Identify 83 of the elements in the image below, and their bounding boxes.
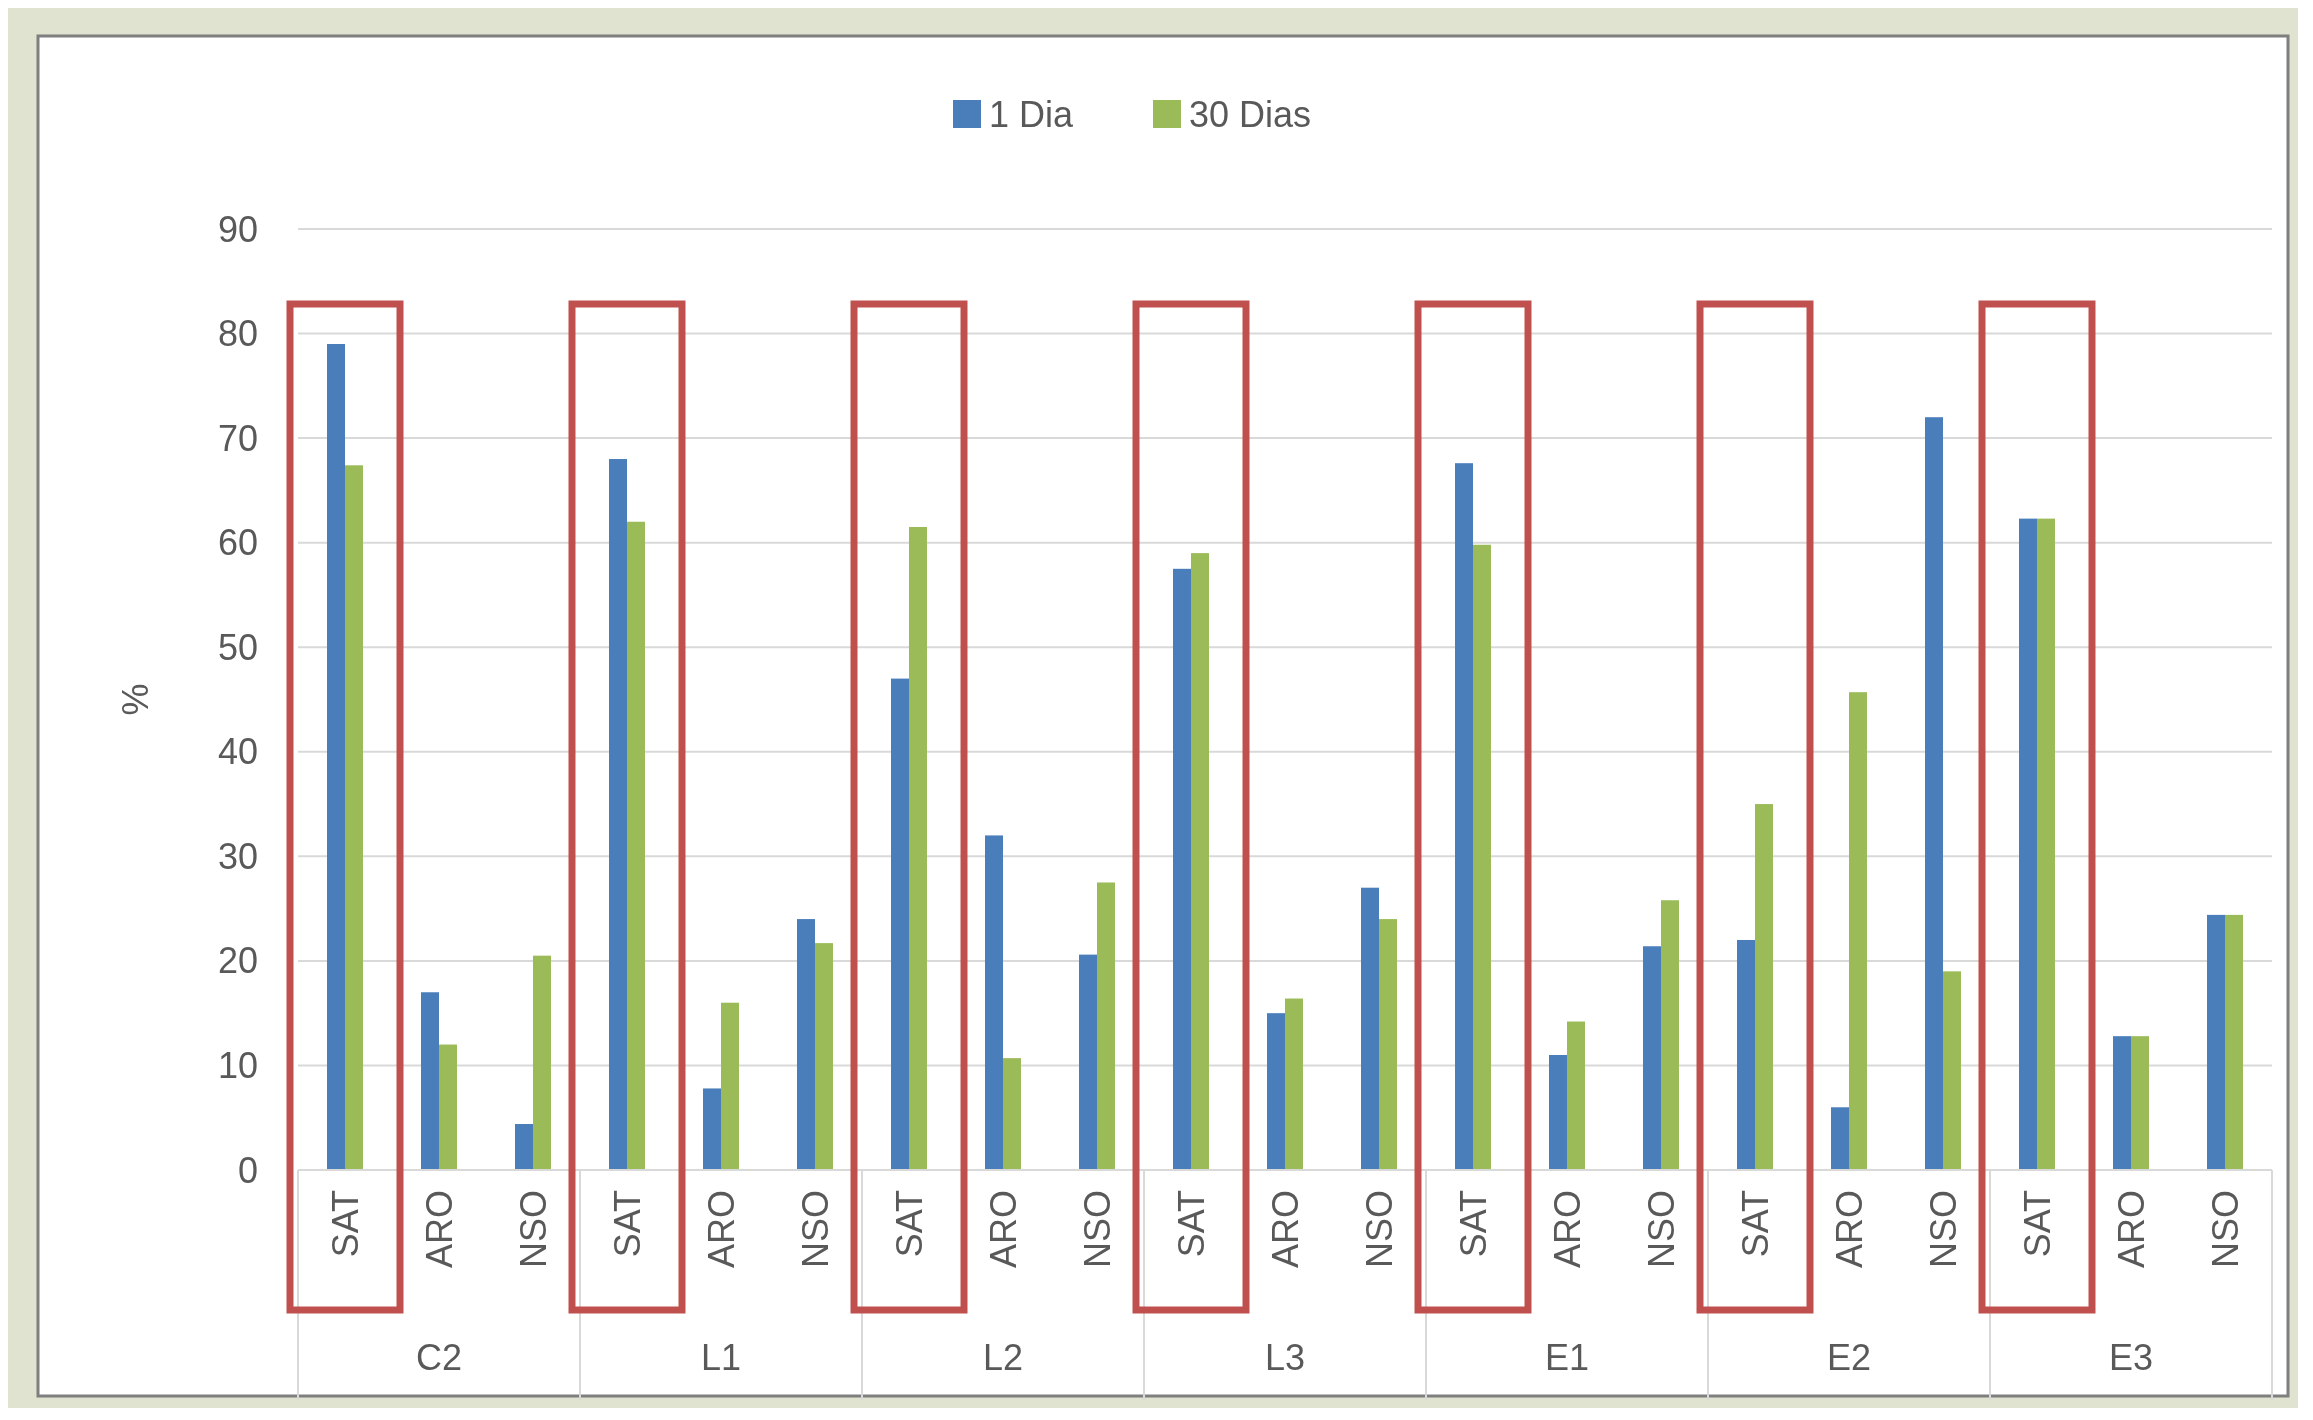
y-axis-title: % (115, 683, 156, 716)
bar (1943, 971, 1961, 1170)
bar (1097, 882, 1115, 1170)
x-tick-label: NSO (2204, 1190, 2246, 1269)
bar (1831, 1107, 1849, 1170)
bar (1925, 417, 1943, 1170)
text: L1 (700, 1337, 742, 1378)
bar (985, 835, 1003, 1170)
bar (515, 1124, 533, 1170)
bar (1661, 900, 1679, 1170)
text: L3 (1264, 1337, 1306, 1378)
bar (815, 943, 833, 1170)
bar (891, 678, 909, 1170)
bar (1173, 568, 1191, 1170)
bar (1379, 919, 1397, 1170)
bar (2113, 1036, 2131, 1170)
y-tick-label: 70 (217, 417, 258, 459)
x-tick-label: NSO (1076, 1190, 1118, 1269)
y-tick-label: 40 (217, 731, 258, 773)
bar (1361, 887, 1379, 1170)
x-tick-label: NSO (1922, 1190, 1964, 1269)
x-tick-label: ARO (418, 1190, 460, 1269)
text: E1 (1544, 1337, 1590, 1378)
bar (703, 1088, 721, 1170)
bar (1191, 553, 1209, 1170)
x-tick-label: NSO (794, 1190, 836, 1269)
bar (1567, 1021, 1585, 1170)
x-tick-label: ARO (1828, 1190, 1870, 1269)
bar (1003, 1058, 1021, 1170)
y-tick-label: 0 (237, 1149, 258, 1191)
bar (2207, 914, 2225, 1170)
bar (1079, 954, 1097, 1170)
x-tick-label: SAT (2016, 1189, 2058, 1258)
x-tick-label: SAT (324, 1189, 366, 1258)
y-tick-label: 20 (217, 940, 258, 982)
bar (1643, 946, 1661, 1170)
x-tick-label: ARO (2110, 1190, 2152, 1269)
bar (1755, 804, 1773, 1170)
x-tick-label: NSO (1358, 1190, 1400, 1269)
x-tick-label: SAT (606, 1189, 648, 1258)
bar (1267, 1013, 1285, 1170)
text: C2 (415, 1337, 463, 1378)
x-tick-label: SAT (1734, 1189, 1776, 1258)
bar (2019, 518, 2037, 1170)
x-tick-label: NSO (1640, 1190, 1682, 1269)
bar (1737, 939, 1755, 1170)
x-tick-label: NSO (512, 1190, 554, 1269)
bar (421, 992, 439, 1170)
bar (1455, 463, 1473, 1170)
text: L2 (982, 1337, 1024, 1378)
text: E3 (2108, 1337, 2154, 1378)
y-tick-label: 60 (217, 522, 258, 564)
bar (627, 521, 645, 1170)
x-tick-label: SAT (888, 1189, 930, 1258)
y-tick-label: 50 (217, 626, 258, 668)
bar (1549, 1054, 1567, 1170)
text: E2 (1826, 1337, 1872, 1378)
bar (345, 465, 363, 1170)
x-tick-label: ARO (700, 1190, 742, 1269)
x-tick-label: ARO (982, 1190, 1024, 1269)
x-tick-label: SAT (1452, 1189, 1494, 1258)
bar (909, 526, 927, 1170)
bar (1473, 544, 1491, 1170)
bar (609, 459, 627, 1170)
x-tick-label: SAT (1170, 1189, 1212, 1258)
bar (797, 919, 815, 1170)
bar (327, 344, 345, 1170)
legend-label: 1 Dia (989, 93, 1075, 135)
x-tick-label: ARO (1546, 1190, 1588, 1269)
bar (1849, 692, 1867, 1170)
y-tick-label: 80 (217, 313, 258, 355)
bar (2037, 518, 2055, 1170)
legend-label: 30 Dias (1189, 93, 1312, 135)
y-tick-label: 90 (217, 208, 258, 250)
y-tick-label: 30 (217, 835, 258, 877)
y-tick-label: 10 (217, 1045, 258, 1087)
x-tick-label: ARO (1264, 1190, 1306, 1269)
bar (721, 1002, 739, 1170)
bar (439, 1044, 457, 1170)
bar (2131, 1036, 2149, 1170)
bar (1285, 998, 1303, 1170)
bar (2225, 914, 2243, 1170)
bar (533, 955, 551, 1170)
